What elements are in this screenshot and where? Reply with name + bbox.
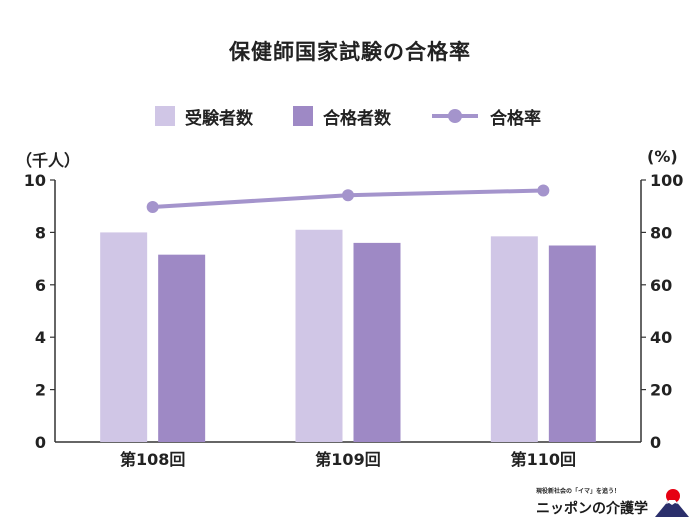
chart-legend: 受験者数 合格者数 合格率 [0, 102, 700, 130]
right-tick-label: 60 [650, 276, 672, 295]
right-tick-label: 20 [650, 381, 672, 400]
left-tick-label: 10 [24, 171, 46, 190]
legend-label-rate: 合格率 [490, 108, 541, 129]
bar-applicants [490, 236, 538, 442]
legend-line-rate [432, 106, 478, 126]
bar-applicants [295, 229, 343, 442]
legend-label-applicants: 受験者数 [185, 108, 253, 129]
bar-applicants [100, 232, 148, 442]
legend-item-passers: 合格者数 [293, 102, 391, 130]
left-tick-label: 2 [35, 381, 46, 400]
right-axis-unit: (%) [647, 147, 678, 166]
right-tick-label: 40 [650, 328, 672, 347]
chart-title: 保健師国家試験の合格率 [229, 40, 471, 64]
point-rate [537, 184, 550, 197]
legend-swatch-applicants [155, 106, 175, 126]
logo-name: ニッポンの介護学 [536, 501, 648, 517]
bar-passers [548, 245, 596, 442]
legend-swatch-passers [293, 106, 313, 126]
right-tick-label: 80 [650, 223, 672, 242]
x-category-label: 第108回 [120, 450, 185, 469]
bar-passers [353, 242, 401, 442]
right-tick-label: 0 [650, 433, 661, 452]
point-rate [342, 189, 354, 202]
left-tick-label: 6 [35, 276, 46, 295]
site-logo: 現役新社会の「イマ」を追う！ ニッポンの介護学 [536, 486, 692, 520]
left-tick-label: 4 [35, 328, 46, 347]
legend-label-passers: 合格者数 [323, 108, 391, 129]
legend-item-rate: 合格率 [432, 102, 541, 130]
left-tick-label: 0 [35, 433, 46, 452]
logo-tagline: 現役新社会の「イマ」を追う！ [536, 488, 621, 495]
legend-item-applicants: 受験者数 [155, 102, 253, 130]
x-category-label: 第109回 [315, 450, 380, 469]
mount-fuji-sun-icon [655, 489, 689, 517]
left-axis-unit: （千人） [16, 151, 81, 170]
right-tick-label: 100 [650, 171, 683, 190]
point-rate [146, 200, 159, 213]
bar-passers [158, 254, 206, 442]
left-tick-label: 8 [35, 223, 46, 242]
x-category-label: 第110回 [511, 450, 576, 469]
